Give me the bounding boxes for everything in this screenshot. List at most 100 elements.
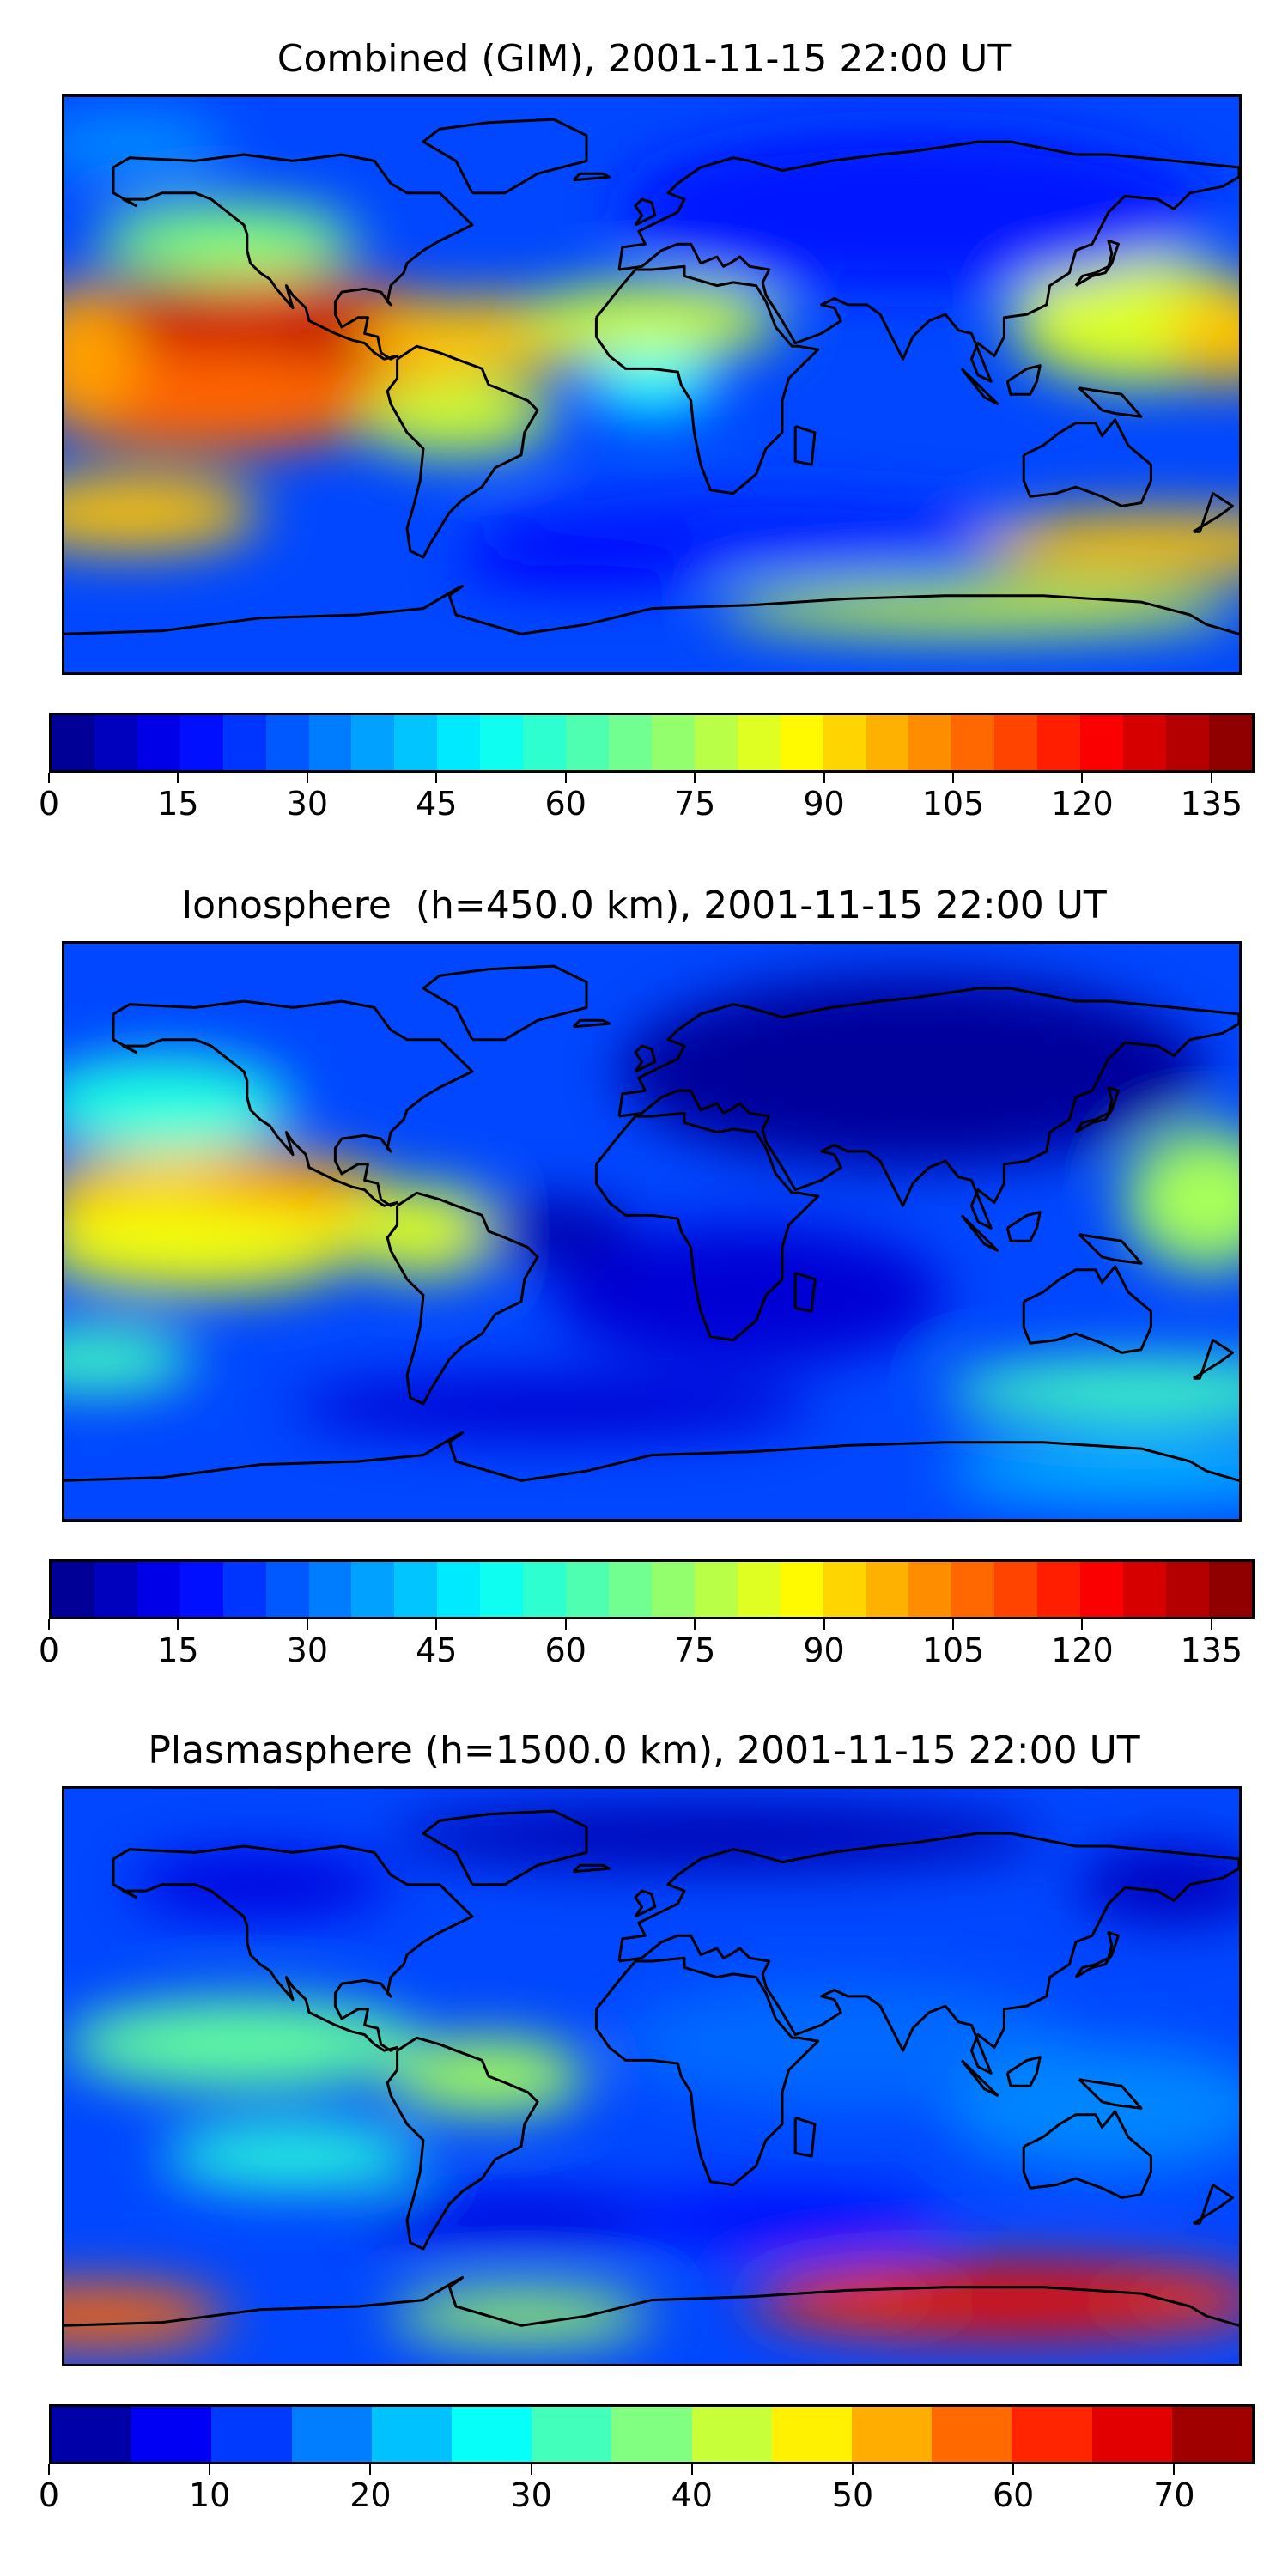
colorbar-tick-label: 75 xyxy=(673,785,716,823)
field-blob xyxy=(472,1199,635,1264)
coastline xyxy=(960,2059,999,2097)
colorbar-cell xyxy=(1123,1562,1166,1617)
colorbar-tick-label: 60 xyxy=(544,785,586,823)
colorbar-cell xyxy=(222,715,266,770)
colorbar-cell xyxy=(480,1562,524,1617)
colorbar-tick xyxy=(1173,2464,1176,2475)
coastline xyxy=(617,987,1239,1230)
field-blob xyxy=(130,1852,391,1917)
coastline xyxy=(1193,2184,1234,2225)
field-blob xyxy=(554,1224,945,1366)
field-blob xyxy=(1167,289,1239,385)
colorbar-tick-label: 70 xyxy=(1153,2476,1195,2514)
colorbar-tick-label: 10 xyxy=(189,2476,231,2514)
colorbar-tick-label: 15 xyxy=(157,785,199,823)
field-blob xyxy=(619,1980,1076,2109)
colorbar-tick xyxy=(306,1619,308,1630)
colorbar-tick-label: 75 xyxy=(673,1631,716,1669)
colorbar-tick xyxy=(177,1619,179,1630)
field-blob xyxy=(1125,1128,1239,1270)
colorbar-tick-label: 135 xyxy=(1180,785,1243,823)
coastline xyxy=(572,1018,611,1029)
colorbar-tick-label: 60 xyxy=(993,2476,1035,2514)
colorbar-tick xyxy=(306,773,308,783)
colorbar-cell xyxy=(994,1562,1038,1617)
coastline xyxy=(594,264,820,495)
coastline xyxy=(793,2116,817,2158)
colorbar-tick-label: 30 xyxy=(286,1631,329,1669)
coastline xyxy=(1074,1931,1120,1978)
colorbar-tick-label: 30 xyxy=(510,2476,552,2514)
colorbar-tick-label: 0 xyxy=(38,785,60,823)
colorbar-cell xyxy=(737,715,781,770)
colorbar-cell xyxy=(608,1562,652,1617)
coastline xyxy=(386,2036,539,2251)
colorbar-cell xyxy=(52,715,94,770)
colorbar-tick-label: 105 xyxy=(921,785,985,823)
colorbar-cell xyxy=(951,1562,995,1617)
field-blob xyxy=(358,378,554,455)
coastline xyxy=(960,368,999,405)
colorbar-tick xyxy=(1012,2464,1015,2475)
colorbar-tick-label: 20 xyxy=(349,2476,392,2514)
colorbar-tick xyxy=(435,1619,438,1630)
coastline xyxy=(386,1191,539,1406)
colorbar-tick-label: 45 xyxy=(416,785,458,823)
colorbar-cell xyxy=(932,2407,1012,2462)
colorbar-cell xyxy=(52,1562,94,1617)
field-blob xyxy=(1076,1846,1239,1923)
colorbar-cell xyxy=(1165,715,1209,770)
coastline xyxy=(64,1431,1239,1482)
map-svg-ionosphere xyxy=(64,944,1239,1519)
coastline xyxy=(1022,2110,1152,2199)
colorbar-cell xyxy=(291,2407,372,2462)
field-blob xyxy=(619,2194,945,2246)
colorbar-tick-label: 120 xyxy=(1051,785,1114,823)
colorbar-tick xyxy=(1210,1619,1212,1630)
colorbar-cell xyxy=(780,1562,823,1617)
colorbar-cell xyxy=(437,1562,481,1617)
colorbar-tick-label: 135 xyxy=(1180,1631,1243,1669)
colorbar-tick xyxy=(369,2464,372,2475)
colorbar-ticks-ionosphere: 0 15 30 45 60 75 90 105 120 135 xyxy=(39,1619,1255,1671)
coastline xyxy=(1193,492,1234,533)
colorbar-cell xyxy=(1091,2407,1172,2462)
colorbar-cell xyxy=(211,2407,292,2462)
colorbar-cell xyxy=(823,1562,866,1617)
colorbar-cell xyxy=(179,715,223,770)
coastline xyxy=(634,1044,657,1073)
colorbar-cell xyxy=(1171,2407,1253,2462)
coastline xyxy=(1005,364,1042,396)
panel-title-plasmasphere: Plasmasphere (h=1500.0 km), 2001-11-15 2… xyxy=(148,1728,1140,1772)
colorbar-ionosphere xyxy=(49,1559,1255,1619)
coastline xyxy=(1074,1086,1120,1133)
colorbar-cell xyxy=(94,1562,137,1617)
colorbar-cell xyxy=(771,2407,853,2462)
colorbar-cell xyxy=(308,715,352,770)
colorbar-cell xyxy=(651,715,695,770)
field-blob xyxy=(358,2194,684,2246)
colorbar-cell xyxy=(371,2407,453,2462)
field-blob xyxy=(619,975,1206,1168)
colorbar-cell xyxy=(222,1562,266,1617)
colorbar-cell xyxy=(951,715,995,770)
colorbar-cell xyxy=(1080,715,1124,770)
field-blob xyxy=(586,352,717,417)
coastline xyxy=(1078,2078,1143,2110)
field-blob xyxy=(391,2290,652,2342)
colorbar-cell xyxy=(691,2407,772,2462)
colorbar-cell xyxy=(908,1562,952,1617)
coastline xyxy=(634,1889,657,1918)
field-blob xyxy=(456,534,717,586)
field-blob xyxy=(945,2044,1239,2172)
colorbar-tick xyxy=(1081,1619,1084,1630)
coastline xyxy=(572,1863,611,1874)
colorbar-cell xyxy=(994,715,1038,770)
colorbar-cell xyxy=(908,715,952,770)
coastline xyxy=(422,964,588,1042)
colorbar-cell xyxy=(566,1562,609,1617)
colorbar-ticks-plasmasphere: 0 10 20 30 40 50 60 70 xyxy=(39,2464,1255,2516)
field-blob xyxy=(64,2283,228,2348)
colorbar-tick xyxy=(1210,773,1212,783)
colorbar-tick xyxy=(952,773,954,783)
